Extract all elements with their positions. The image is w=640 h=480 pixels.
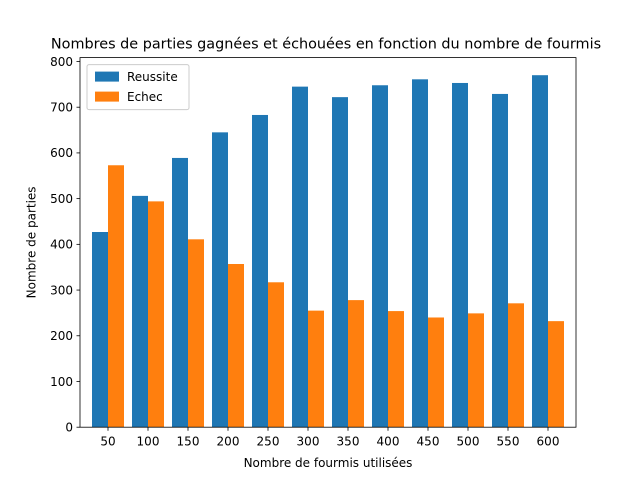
x-tick-label-150: 150 xyxy=(177,435,200,449)
bar-reussite-550 xyxy=(492,93,508,428)
bar-echec-150 xyxy=(188,239,204,428)
x-axis: 50 100 150 200 250 300 350 400 450 500 550 600 xyxy=(100,427,559,449)
legend-label-reussite: Reussite xyxy=(127,70,178,84)
y-axis-label: Nombre de parties xyxy=(25,186,39,298)
bar-reussite-500 xyxy=(452,82,468,428)
bar-reussite-250 xyxy=(252,114,268,428)
x-tick-label-250: 250 xyxy=(257,435,280,449)
x-tick-label-600: 600 xyxy=(537,435,560,449)
x-tick-label-350: 350 xyxy=(337,435,360,449)
bar-reussite-350 xyxy=(332,97,348,428)
bar-echec-100 xyxy=(148,201,164,428)
bar-reussite-450 xyxy=(412,79,428,428)
y-axis: 0 100 200 300 400 500 600 700 800 xyxy=(50,55,80,435)
bar-echec-500 xyxy=(468,313,484,428)
x-tick-label-200: 200 xyxy=(217,435,240,449)
chart-title: Nombres de parties gagnées et échouées e… xyxy=(51,37,601,53)
x-axis-label: Nombre de fourmis utilisées xyxy=(244,456,413,470)
bar-reussite-100 xyxy=(132,195,148,428)
x-tick-label-550: 550 xyxy=(497,435,520,449)
y-tick-label-800: 800 xyxy=(50,55,73,69)
x-tick-label-450: 450 xyxy=(417,435,440,449)
bar-echec-200 xyxy=(228,264,244,428)
x-tick-label-50: 50 xyxy=(100,435,115,449)
legend: Reussite Echec xyxy=(86,64,190,111)
bar-reussite-300 xyxy=(292,86,308,428)
bar-reussite-600 xyxy=(532,75,548,428)
bar-reussite-150 xyxy=(172,157,188,428)
bar-echec-550 xyxy=(508,303,524,428)
bar-echec-450 xyxy=(428,317,444,428)
y-tick-label-700: 700 xyxy=(50,101,73,115)
y-tick-label-100: 100 xyxy=(50,375,73,389)
y-tick-label-200: 200 xyxy=(50,329,73,343)
x-tick-label-400: 400 xyxy=(377,435,400,449)
plot-frame xyxy=(79,57,577,428)
x-tick-label-300: 300 xyxy=(297,435,320,449)
y-tick-label-300: 300 xyxy=(50,283,73,297)
bar-echec-600 xyxy=(548,321,564,428)
bar-reussite-400 xyxy=(372,85,388,428)
x-tick-label-500: 500 xyxy=(457,435,480,449)
bar-echec-250 xyxy=(268,282,284,428)
x-tick-label-100: 100 xyxy=(137,435,160,449)
bar-reussite-50 xyxy=(92,232,108,428)
bars-layer xyxy=(92,75,564,428)
y-tick-label-600: 600 xyxy=(50,146,73,160)
bar-echec-300 xyxy=(308,310,324,428)
y-tick-label-400: 400 xyxy=(50,238,73,252)
bar-echec-50 xyxy=(108,165,124,428)
legend-swatch-echec xyxy=(95,91,119,102)
legend-label-echec: Echec xyxy=(127,90,163,104)
y-tick-label-500: 500 xyxy=(50,192,73,206)
legend-swatch-reussite xyxy=(95,71,119,82)
bar-echec-400 xyxy=(388,311,404,428)
bar-echec-350 xyxy=(348,300,364,428)
bar-reussite-200 xyxy=(212,132,228,428)
y-tick-label-0: 0 xyxy=(65,421,73,435)
